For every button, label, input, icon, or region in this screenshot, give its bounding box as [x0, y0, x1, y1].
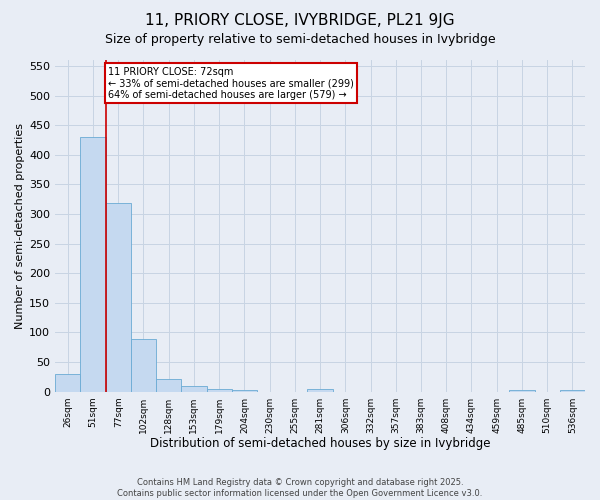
Text: 11, PRIORY CLOSE, IVYBRIDGE, PL21 9JG: 11, PRIORY CLOSE, IVYBRIDGE, PL21 9JG [145, 12, 455, 28]
Bar [80, 137, 106, 392]
Bar [181, 386, 206, 392]
Bar [131, 340, 156, 392]
Text: Size of property relative to semi-detached houses in Ivybridge: Size of property relative to semi-detach… [104, 32, 496, 46]
Text: Contains HM Land Registry data © Crown copyright and database right 2025.
Contai: Contains HM Land Registry data © Crown c… [118, 478, 482, 498]
Bar [55, 374, 80, 392]
Y-axis label: Number of semi-detached properties: Number of semi-detached properties [15, 123, 25, 329]
X-axis label: Distribution of semi-detached houses by size in Ivybridge: Distribution of semi-detached houses by … [150, 437, 490, 450]
Bar [232, 390, 257, 392]
Bar [307, 388, 332, 392]
Bar [560, 390, 585, 392]
Bar [106, 204, 131, 392]
Text: 11 PRIORY CLOSE: 72sqm
← 33% of semi-detached houses are smaller (299)
64% of se: 11 PRIORY CLOSE: 72sqm ← 33% of semi-det… [108, 66, 354, 100]
Bar [509, 390, 535, 392]
Bar [156, 378, 181, 392]
Bar [206, 388, 232, 392]
